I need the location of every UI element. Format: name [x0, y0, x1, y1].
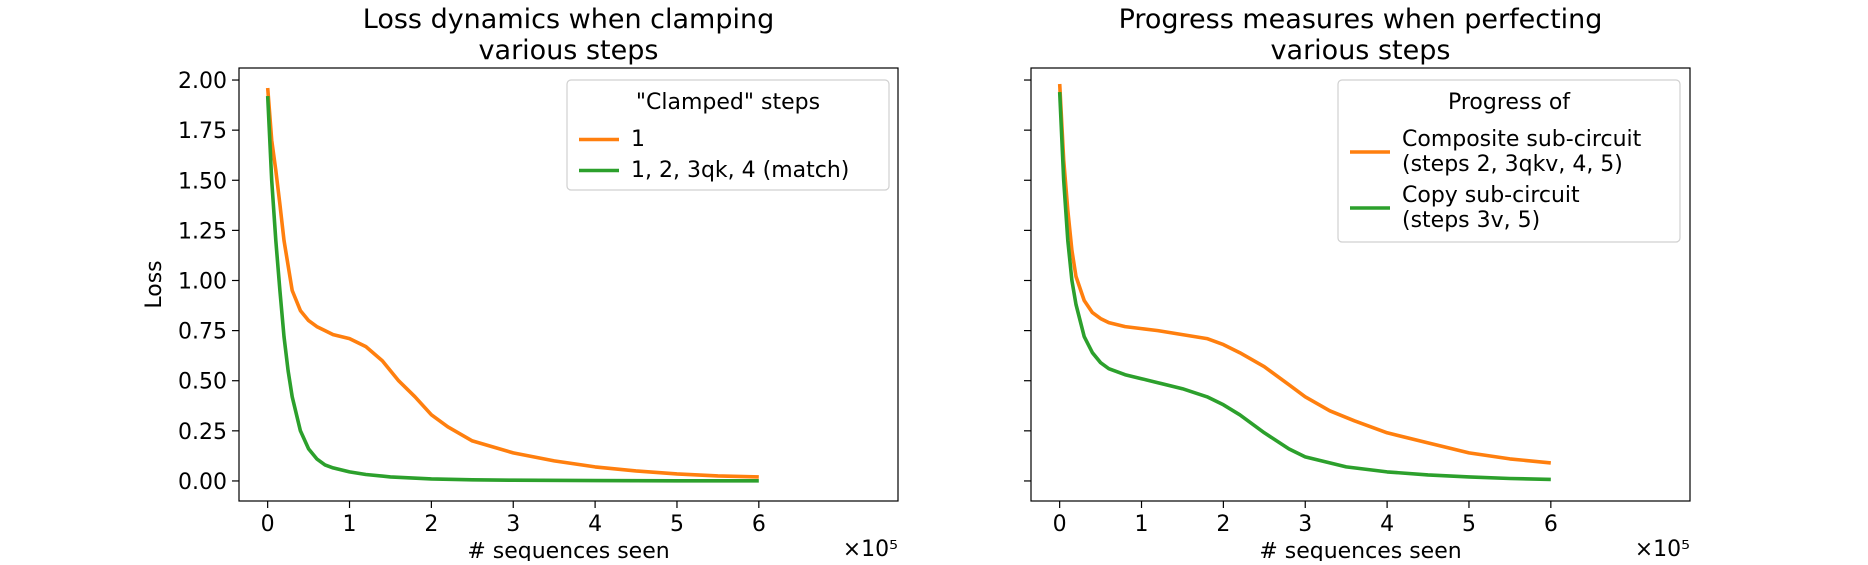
plot-frame — [238, 67, 899, 502]
legend-label-2: 1, 2, 3qk, 4 (match) — [631, 158, 849, 183]
x-tick-label: 0 — [1053, 512, 1067, 537]
legend-box — [1337, 79, 1681, 243]
x-tick-label: 4 — [588, 512, 602, 537]
legend-label-1: Composite sub-circuit — [1402, 127, 1642, 152]
series-line-2 — [1057, 92, 1551, 482]
x-offset-label: ×10⁵ — [843, 537, 898, 561]
series-line-2 — [265, 96, 759, 483]
y-tick-label: 1.00 — [178, 269, 227, 294]
x-tick-label: 4 — [1380, 512, 1394, 537]
y-tick-label: 0.50 — [178, 370, 227, 395]
x-tick-label: 0 — [261, 512, 275, 537]
chart-panel-1: 0 1 2 3 4 5 6 0.00 0.25 0.50 0.75 1.00 1.25 1.50 1.75 2… — [142, 4, 899, 564]
x-tick-label: 1 — [343, 512, 357, 537]
legend-label-1: (steps 2, 3qkv, 4, 5) — [1402, 152, 1623, 177]
y-tick-label: 2.00 — [178, 69, 227, 94]
x-tick-label: 1 — [1135, 512, 1149, 537]
chart-panel-2: 0 1 2 3 4 5 6 # sequences seen ×10⁵ Progress meas… — [1024, 4, 1691, 564]
legend: "Clamped" steps 1 1, 2, 3qk, 4 (match) — [566, 79, 890, 191]
chart-title-line-1: Progress measures when perfecting — [1119, 4, 1603, 35]
legend-title: Progress of — [1448, 90, 1571, 115]
y-tick-label: 0.25 — [178, 420, 227, 445]
x-tick-label: 6 — [752, 512, 766, 537]
x-tick-label: 2 — [424, 512, 438, 537]
y-tick-label: 0.75 — [178, 320, 227, 345]
plot-frame — [1030, 67, 1691, 502]
x-tick-label: 3 — [1298, 512, 1312, 537]
chart-title-line-1: Loss dynamics when clamping — [363, 4, 774, 35]
x-tick-label: 6 — [1544, 512, 1558, 537]
legend-box — [566, 79, 890, 191]
y-tick-label: 0.00 — [178, 470, 227, 495]
legend: Progress of Composite sub-circuit(steps 2… — [1337, 79, 1681, 243]
legend-label-1: 1 — [631, 127, 645, 152]
legend-label-2: (steps 3v, 5) — [1402, 208, 1540, 233]
series-line-1 — [1057, 83, 1551, 465]
y-tick-label: 1.50 — [178, 169, 227, 194]
series-line-1 — [265, 87, 759, 479]
legend-title: "Clamped" steps — [636, 90, 820, 115]
y-tick-label: 1.75 — [178, 119, 227, 144]
x-axis-label: # sequences seen — [467, 539, 669, 561]
y-axis-label: Loss — [142, 260, 167, 308]
chart-title-line-2: various steps — [479, 35, 659, 66]
chart-title-line-2: various steps — [1271, 35, 1451, 66]
x-tick-label: 5 — [1462, 512, 1476, 537]
x-tick-label: 3 — [506, 512, 520, 537]
x-tick-label: 5 — [670, 512, 684, 537]
legend-label-2: Copy sub-circuit — [1402, 183, 1580, 208]
x-axis-label: # sequences seen — [1259, 539, 1461, 561]
x-offset-label: ×10⁵ — [1635, 537, 1690, 561]
y-tick-label: 1.25 — [178, 219, 227, 244]
x-tick-label: 2 — [1216, 512, 1230, 537]
